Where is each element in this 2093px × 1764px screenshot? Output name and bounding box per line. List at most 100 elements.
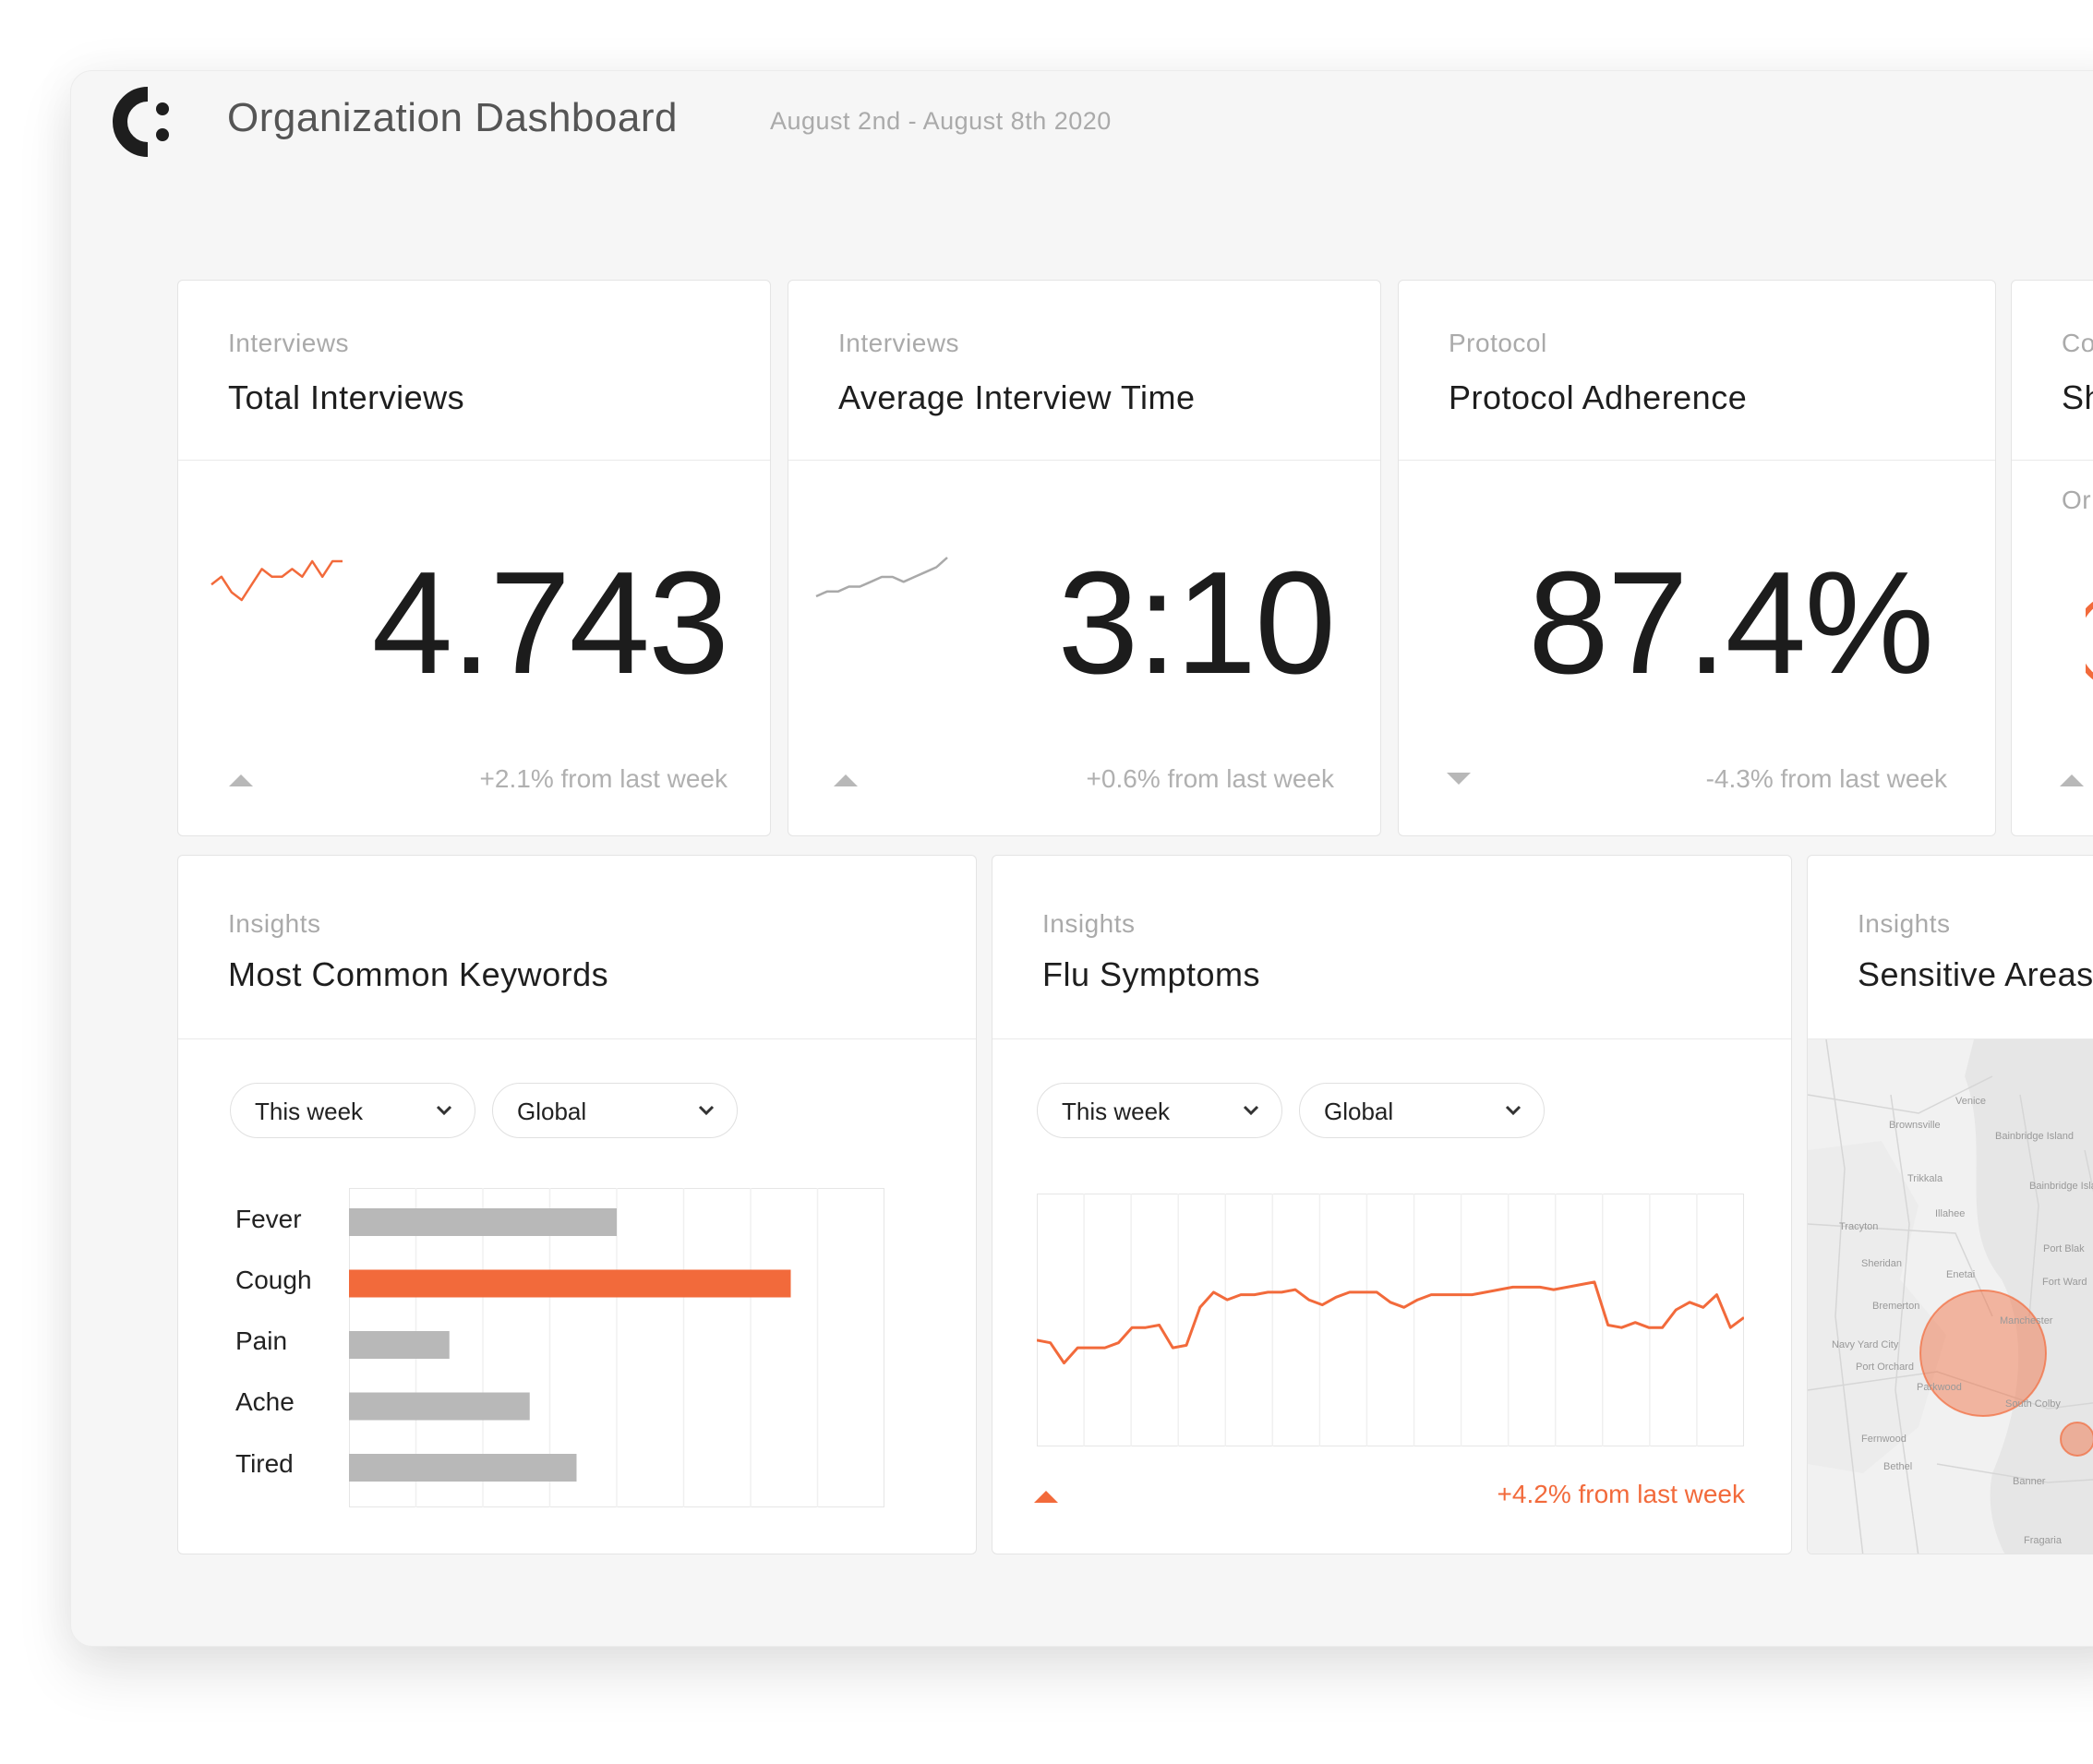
map-label: Port Orchard xyxy=(1856,1362,1914,1373)
chevron-down-icon xyxy=(436,1105,452,1116)
hotspot-circle[interactable] xyxy=(2060,1422,2093,1457)
sparkline-series xyxy=(815,557,948,598)
card-title: Sensitive Areas xyxy=(1858,955,2093,993)
card-title: Average Interview Time xyxy=(838,378,1196,416)
scope-dropdown[interactable]: Global xyxy=(492,1083,738,1138)
map-label: Venice xyxy=(1955,1096,1986,1107)
water-area xyxy=(1965,1039,2093,1554)
flu-symptoms-line-chart xyxy=(1037,1194,1744,1446)
brand-logo-icon xyxy=(113,87,169,157)
keywords-bar-chart xyxy=(349,1188,884,1507)
protocol-adherence-card[interactable]: Protocol Protocol Adherence 87.4% -4.3% … xyxy=(1398,280,1996,836)
bar-pain[interactable] xyxy=(349,1331,450,1359)
dropdown-value: This week xyxy=(255,1098,364,1125)
sensitive-areas-map[interactable]: Venice Brownsville Bainbridge Island Trikka… xyxy=(1808,1039,2093,1554)
map-label: Bainbridge Island xyxy=(1995,1131,2074,1142)
trend-up-icon xyxy=(2060,774,2084,786)
hotspot-circle[interactable] xyxy=(1919,1290,2047,1417)
keyword-label: Pain xyxy=(235,1326,288,1355)
trend-up-icon xyxy=(834,774,858,786)
trend-down-icon xyxy=(1447,773,1471,785)
card-category: Interviews xyxy=(838,329,960,357)
card-category: Interviews xyxy=(228,329,350,357)
card-header: Interviews Average Interview Time xyxy=(788,281,1380,461)
map-label: Trikkala xyxy=(1907,1173,1943,1184)
chevron-down-icon xyxy=(1505,1105,1522,1116)
road-lines xyxy=(1808,1039,2093,1554)
land-area xyxy=(1808,1141,1946,1473)
card-category: Insights xyxy=(228,909,321,938)
keyword-label: Fever xyxy=(235,1205,302,1233)
chevron-down-icon xyxy=(698,1105,715,1116)
date-range: August 2nd - August 8th 2020 xyxy=(770,107,1112,135)
card-title: Sh xyxy=(2062,378,2093,416)
most-common-keywords-card[interactable]: Insights Most Common Keywords This week … xyxy=(177,855,977,1554)
card-title: Flu Symptoms xyxy=(1042,955,1261,993)
dropdown-value: This week xyxy=(1062,1098,1171,1125)
card-header: Insights Sensitive Areas xyxy=(1808,856,2093,1039)
map-label: Fernwood xyxy=(1861,1434,1907,1445)
average-interview-time-value: 3:10 xyxy=(1057,542,1336,704)
card-header: Co Sh xyxy=(2012,281,2093,461)
change-text: +0.6% from last week xyxy=(1086,764,1334,793)
card-header: Protocol Protocol Adherence xyxy=(1399,281,1995,461)
keyword-label: Ache xyxy=(235,1387,295,1416)
card-header: Interviews Total Interviews xyxy=(178,281,770,461)
map-label: Bremerton xyxy=(1872,1301,1919,1312)
keyword-label: Tired xyxy=(235,1449,294,1478)
card-title: Total Interviews xyxy=(228,378,465,416)
map-label: Parkwood xyxy=(1917,1382,1962,1393)
change-text: +2.1% from last week xyxy=(479,764,728,793)
card-category: Insights xyxy=(1858,909,1951,938)
flu-series-line xyxy=(1037,1280,1744,1365)
donut-chart-icon xyxy=(2086,601,2093,680)
map-label: South Colby xyxy=(2005,1398,2061,1410)
map-label: Illahee xyxy=(1935,1208,1965,1219)
page-title: Organization Dashboard xyxy=(227,95,678,140)
map-label: Port Blak xyxy=(2043,1243,2085,1254)
card-title: Protocol Adherence xyxy=(1449,378,1748,416)
card-header: Insights Flu Symptoms xyxy=(992,856,1791,1039)
average-interview-time-card[interactable]: Interviews Average Interview Time 3:10 +… xyxy=(788,280,1381,836)
map-label: Brownsville xyxy=(1889,1120,1941,1131)
dropdown-value: Global xyxy=(1324,1098,1394,1125)
metric-card-cropped[interactable]: Co Sh Or xyxy=(2011,280,2093,836)
protocol-adherence-value: 87.4% xyxy=(1527,542,1934,704)
card-header: Insights Most Common Keywords xyxy=(178,856,976,1039)
map-label: Fragaria xyxy=(2024,1535,2063,1546)
sparkline-series xyxy=(211,559,343,602)
map-label: Bainbridge Island xyxy=(2029,1181,2093,1192)
change-text: -4.3% from last week xyxy=(1705,764,1947,793)
average-interview-time-sparkline xyxy=(815,557,948,598)
period-dropdown[interactable]: This week xyxy=(230,1083,475,1138)
total-interviews-sparkline xyxy=(211,559,343,602)
map-label: Manchester xyxy=(2000,1315,2053,1326)
map-label: Banner xyxy=(2013,1476,2046,1487)
trend-up-icon xyxy=(1034,1491,1058,1503)
flu-symptoms-card[interactable]: Insights Flu Symptoms This week Global +… xyxy=(992,855,1792,1554)
map-label: Tracyton xyxy=(1839,1221,1878,1232)
trend-up-icon xyxy=(229,774,253,786)
keyword-label: Cough xyxy=(235,1266,312,1294)
total-interviews-card[interactable]: Interviews Total Interviews 4.743 +2.1% … xyxy=(177,280,771,836)
bar-fever[interactable] xyxy=(349,1208,617,1236)
change-text: +4.2% from last week xyxy=(1497,1480,1745,1508)
map-label: Navy Yard City xyxy=(1832,1339,1899,1350)
map-labels: Venice Brownsville Bainbridge Island Trikka… xyxy=(1832,1096,2093,1546)
chevron-down-icon xyxy=(1243,1105,1259,1116)
bar-cough[interactable] xyxy=(349,1269,791,1298)
sensitive-areas-card[interactable]: Insights Sensitive Areas Venice Brownsvil… xyxy=(1807,855,2093,1554)
card-category: Protocol xyxy=(1449,329,1547,357)
card-category: Co xyxy=(2062,329,2093,357)
period-dropdown[interactable]: This week xyxy=(1037,1083,1282,1138)
dropdown-value: Global xyxy=(517,1098,587,1125)
total-interviews-value: 4.743 xyxy=(371,542,729,704)
scope-dropdown[interactable]: Global xyxy=(1299,1083,1545,1138)
bar-ache[interactable] xyxy=(349,1392,530,1421)
map-label: Enetai xyxy=(1946,1269,1975,1280)
bar-tired[interactable] xyxy=(349,1454,577,1482)
chart-frame xyxy=(1037,1194,1744,1446)
map-label: Fort Ward xyxy=(2042,1277,2087,1288)
map-label: Sheridan xyxy=(1861,1258,1902,1269)
map-label: Bethel xyxy=(1883,1461,1912,1472)
